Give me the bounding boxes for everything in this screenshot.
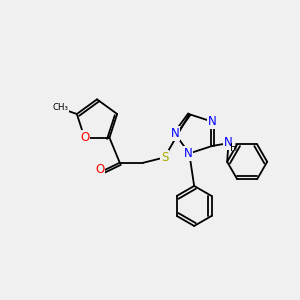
Text: N: N [224,136,233,149]
Text: S: S [161,151,168,164]
Text: N: N [171,127,179,140]
Text: N: N [208,115,217,128]
Text: O: O [95,163,104,176]
Text: N: N [183,147,192,160]
Text: CH₃: CH₃ [52,103,69,112]
Text: O: O [80,131,89,144]
Text: H: H [230,143,238,153]
